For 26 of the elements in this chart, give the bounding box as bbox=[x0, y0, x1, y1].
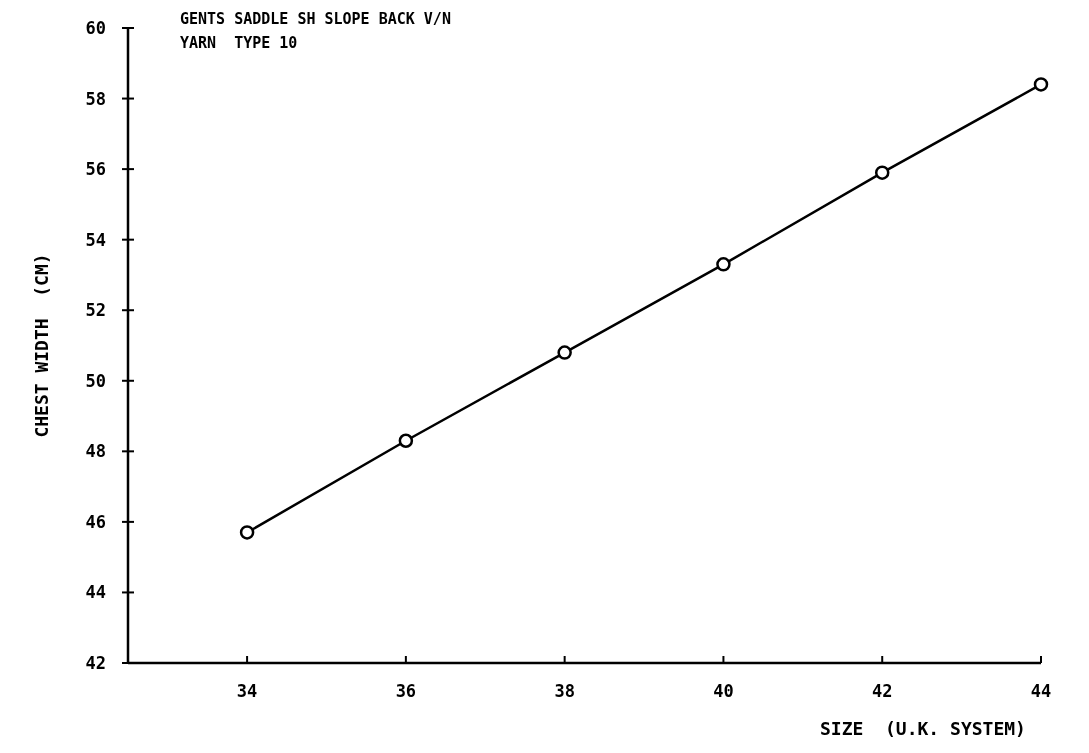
y-tick-label: 50 bbox=[85, 370, 106, 391]
y-tick-label: 56 bbox=[85, 159, 106, 180]
point bbox=[239, 525, 255, 540]
y-tick-label: 54 bbox=[85, 229, 106, 250]
point bbox=[874, 165, 890, 180]
y-tick-label: 46 bbox=[85, 511, 106, 532]
x-tick-label: 40 bbox=[713, 681, 734, 701]
point bbox=[398, 433, 414, 448]
x-tick-label: 38 bbox=[554, 681, 575, 701]
x-axis-title: SIZE (U.K. SYSTEM) bbox=[820, 718, 1026, 739]
point bbox=[557, 345, 572, 360]
point bbox=[1033, 77, 1049, 92]
y-tick-label: 44 bbox=[85, 582, 106, 603]
point bbox=[716, 257, 731, 272]
y-tick-label: 58 bbox=[85, 88, 106, 109]
x-tick-label: 36 bbox=[395, 681, 417, 701]
chart-subtitle: YARN TYPE 10 bbox=[180, 34, 298, 52]
x-tick-label: 34 bbox=[236, 681, 258, 701]
chart-title: GENTS SADDLE SH SLOPE BACK V/N bbox=[180, 10, 451, 28]
y-tick-label: 52 bbox=[85, 300, 106, 321]
y-axis-title: CHEST WIDTH (CM) bbox=[31, 253, 52, 438]
x-tick-label: 42 bbox=[871, 681, 893, 701]
y-tick-label: 42 bbox=[85, 652, 106, 673]
x-tick-label: 44 bbox=[1030, 681, 1052, 701]
y-tick-label: 60 bbox=[85, 17, 106, 38]
y-tick-label: 48 bbox=[85, 441, 106, 462]
